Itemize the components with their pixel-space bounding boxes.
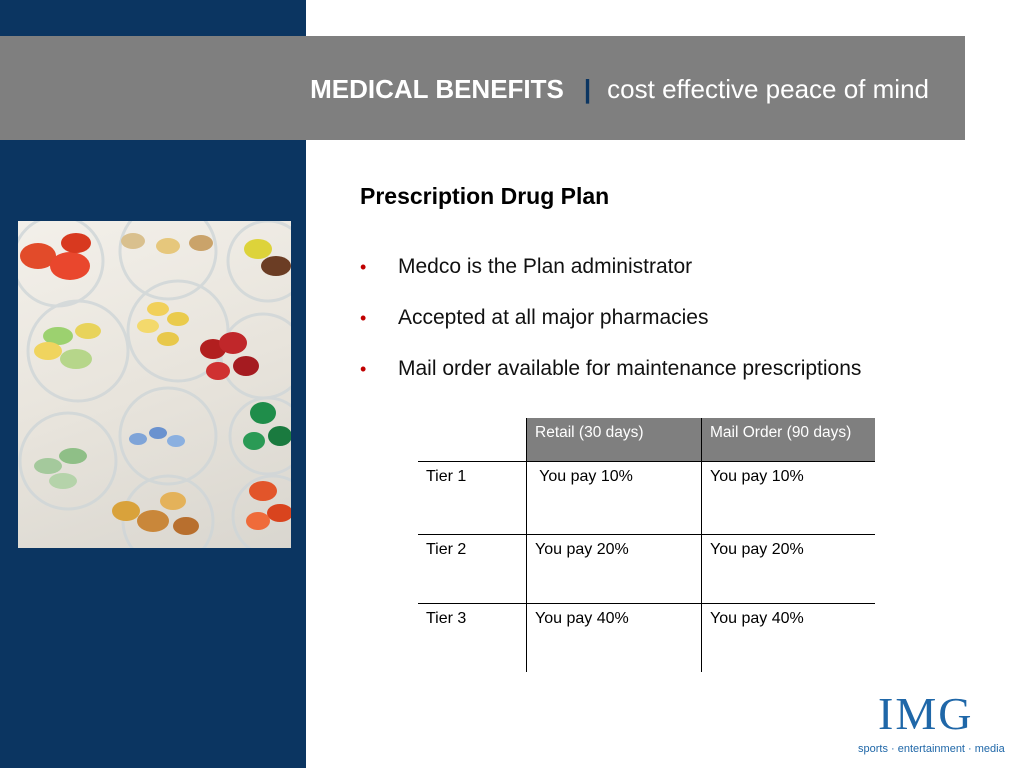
table-header-row: Retail (30 days) Mail Order (90 days) [418,418,875,462]
copay-table: Retail (30 days) Mail Order (90 days) Ti… [418,418,875,672]
bullet-dot-icon: • [360,308,367,328]
logo-mark: IMG [878,688,974,739]
header-bar [0,36,965,140]
logo-tagline: sports · entertainment · media [858,743,1005,755]
mail-order-cell: You pay 20% [701,534,875,604]
header-cell-retail: Retail (30 days) [526,418,702,462]
slide-title: MEDICAL BENEFITS | cost effective peace of… [310,72,929,106]
tier-cell: Tier 2 [418,534,527,604]
header-cell-mail-order: Mail Order (90 days) [701,418,875,462]
bullet-list: • Medco is the Plan administrator • Acce… [360,253,861,406]
bullet-text: Medco is the Plan administrator [398,255,693,278]
table-row: Tier 1 You pay 10% You pay 10% [418,461,875,535]
retail-cell: You pay 20% [526,534,702,604]
bullet-dot-icon: • [360,257,367,277]
bullet-item: • Accepted at all major pharmacies [360,304,861,355]
retail-cell: You pay 40% [526,603,702,672]
bullet-item: • Mail order available for maintenance p… [360,355,861,406]
mail-order-cell: You pay 40% [701,603,875,672]
title-bold: MEDICAL BENEFITS [310,74,564,104]
bullet-text: Mail order available for maintenance pre… [398,357,862,380]
title-subtitle: cost effective peace of mind [607,74,929,104]
title-separator: | [583,74,592,104]
mail-order-cell: You pay 10% [701,461,875,535]
bullet-text: Accepted at all major pharmacies [398,306,709,329]
bullet-item: • Medco is the Plan administrator [360,253,861,304]
table-row: Tier 2 You pay 20% You pay 20% [418,534,875,604]
header-cell-blank [418,418,527,462]
img-logo: IMG sports · entertainment · media [858,690,1008,760]
pills-photo [18,221,291,548]
retail-cell: You pay 10% [526,461,702,535]
table-row: Tier 3 You pay 40% You pay 40% [418,603,875,672]
bullet-dot-icon: • [360,359,367,379]
section-title: Prescription Drug Plan [360,183,610,209]
tier-cell: Tier 3 [426,610,467,627]
tier-cell: Tier 1 [418,461,527,535]
